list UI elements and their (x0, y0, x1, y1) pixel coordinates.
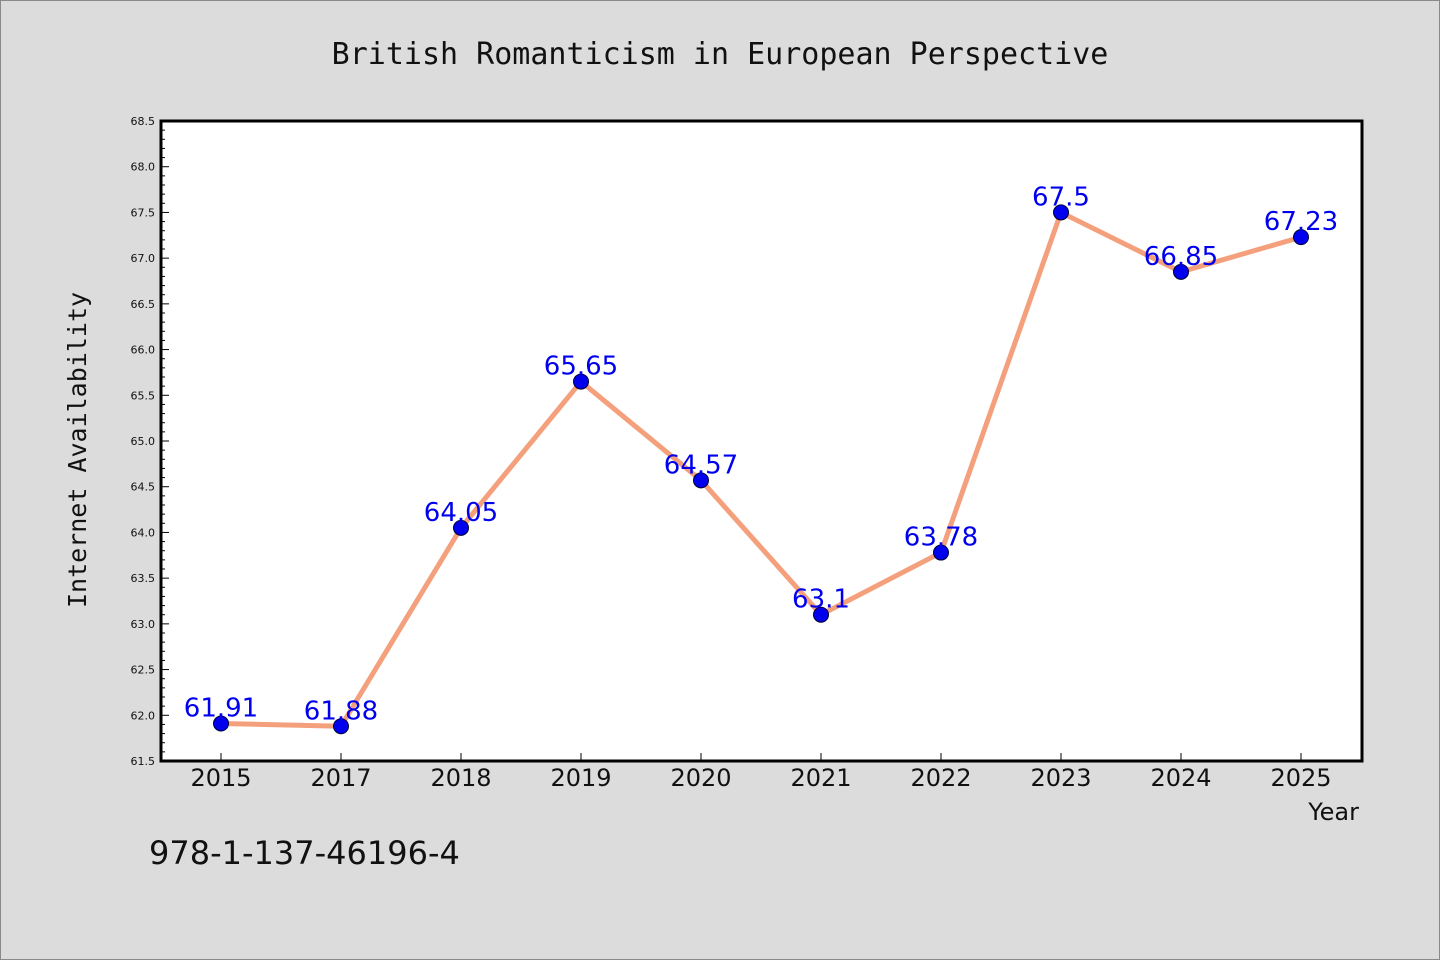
data-point (1293, 229, 1309, 246)
data-label: 64.57 (664, 450, 738, 480)
data-point (933, 544, 949, 561)
y-tick-label: 67.5 (131, 206, 156, 219)
data-label: 61.91 (184, 694, 258, 724)
y-tick-label: 64.5 (131, 481, 156, 494)
y-tick-label: 67.0 (131, 252, 156, 265)
x-tick-label: 2017 (310, 764, 371, 792)
data-label: 63.78 (904, 523, 978, 553)
series-line (220, 209, 1302, 729)
data-label: 64.05 (424, 498, 498, 528)
x-axis-label: Year (1307, 798, 1359, 826)
data-point (213, 715, 229, 732)
y-axis-label: Internet Availability (63, 292, 92, 608)
data-point (1173, 263, 1189, 280)
y-axis: 61.5 62.0 62.5 63.0 63.5 64.0 64.5 65.0 65.5 66.0… (131, 115, 169, 768)
x-tick-label: 2025 (1270, 764, 1331, 792)
data-label: 66.85 (1144, 242, 1218, 272)
data-point (813, 606, 829, 623)
y-tick-label: 62.5 (131, 664, 156, 677)
y-tick-label: 66.5 (131, 298, 156, 311)
data-label: 67.5 (1032, 182, 1090, 212)
data-label: 67.23 (1264, 207, 1338, 237)
y-tick-label: 66.0 (131, 344, 156, 357)
x-tick-label: 2018 (430, 764, 491, 792)
plot-area (159, 119, 1364, 763)
data-label: 63.1 (792, 585, 850, 615)
data-point (573, 373, 589, 390)
data-label: 61.88 (304, 696, 378, 726)
y-tick-label: 61.5 (131, 755, 156, 768)
x-axis: 2015 2017 2018 2019 2020 2021 2022 2023 2024 2025 (190, 753, 1332, 792)
data-point (1053, 204, 1069, 221)
x-tick-label: 2015 (190, 764, 251, 792)
x-tick-label: 2020 (670, 764, 731, 792)
data-point (453, 519, 469, 536)
series-markers (213, 204, 1309, 735)
y-tick-label: 68.5 (131, 115, 156, 128)
data-labels: 61.91 61.88 64.05 65.65 64.57 63.1 63.78 67.5 66… (184, 182, 1338, 726)
data-label: 65.65 (544, 352, 618, 382)
y-tick-label: 68.0 (131, 161, 156, 174)
y-tick-label: 65.5 (131, 389, 156, 402)
y-tick-label: 64.0 (131, 526, 156, 539)
y-tick-label: 63.5 (131, 572, 156, 585)
data-point (693, 472, 709, 489)
x-tick-label: 2019 (550, 764, 611, 792)
isbn-annotation: 978-1-137-46196-4 (149, 834, 460, 872)
chart-title: British Romanticism in European Perspect… (332, 37, 1109, 72)
x-tick-label: 2024 (1150, 764, 1211, 792)
y-tick-label: 62.0 (131, 709, 156, 722)
x-tick-label: 2023 (1030, 764, 1091, 792)
y-tick-label: 65.0 (131, 435, 156, 448)
y-tick-label: 63.0 (131, 618, 156, 631)
x-tick-label: 2022 (910, 764, 971, 792)
x-tick-label: 2021 (790, 764, 851, 792)
data-point (333, 718, 349, 735)
